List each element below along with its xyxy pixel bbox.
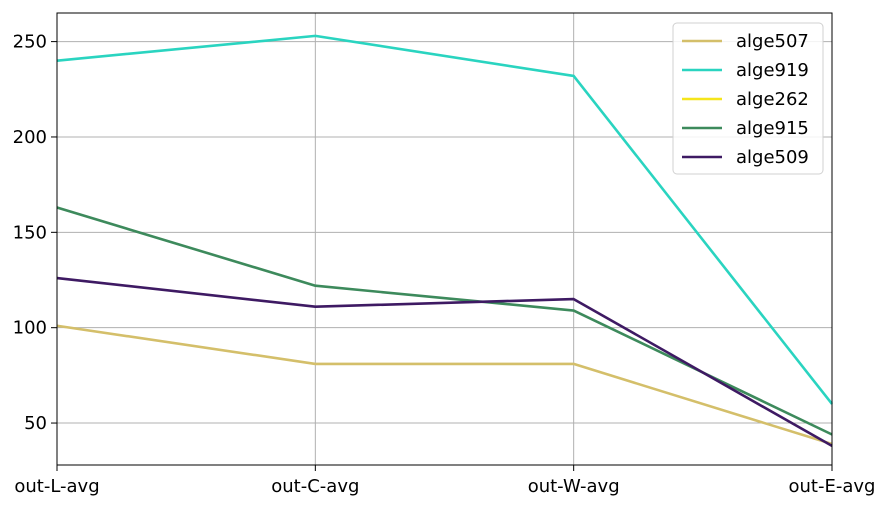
legend-label: alge507 [736, 31, 809, 52]
x-tick-label: out-C-avg [271, 476, 359, 497]
x-tick-label: out-E-avg [789, 476, 876, 497]
y-tick-label: 150 [13, 222, 47, 243]
y-tick-label: 100 [13, 318, 47, 339]
legend-label: alge509 [736, 147, 809, 168]
series-line-alge509 [56, 276, 833, 448]
x-tick-label: out-L-avg [14, 476, 99, 497]
legend-label: alge919 [736, 60, 809, 81]
x-tick-label: out-W-avg [528, 476, 620, 497]
legend-label: alge915 [736, 118, 809, 139]
grid-lines [57, 13, 832, 465]
plot-area-frame [56, 12, 833, 466]
x-axis-ticks: out-L-avg out-C-avg out-W-avg out-E-avg [14, 465, 875, 497]
legend: alge507 alge919 alge262 alge915 alge509 [672, 22, 824, 175]
y-tick-label: 200 [13, 127, 47, 148]
series-lines [56, 34, 834, 448]
y-tick-label: 50 [24, 413, 47, 434]
series-line-alge919 [56, 34, 834, 405]
series-line-alge507 [56, 324, 833, 446]
y-tick-label: 250 [13, 32, 47, 53]
legend-label: alge262 [736, 89, 809, 110]
legend-box [672, 22, 824, 175]
series-line-alge915 [56, 206, 833, 436]
y-axis-ticks: 50 100 150 200 250 [13, 32, 57, 434]
